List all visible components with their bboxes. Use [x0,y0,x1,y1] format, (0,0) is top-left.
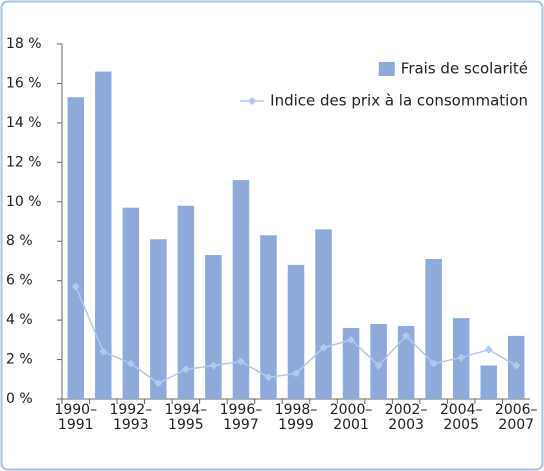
x-tick-label: 2002– 2003 [384,402,428,433]
marker [402,331,411,340]
marker [181,365,190,374]
marker [347,335,356,344]
bar [177,205,195,399]
x-tick-label: 2000– 2001 [329,402,373,433]
y-tick-label: 4 % [6,312,33,328]
x-tick-label: 1996– 1997 [219,402,263,433]
marker [126,359,135,368]
x-tick-label: 1994– 1995 [164,402,208,433]
marker [264,373,273,382]
bar [232,180,250,399]
marker [429,359,438,368]
marker [236,357,245,366]
marker [319,343,328,352]
marker [71,282,80,291]
bar [425,258,442,399]
y-tick-label: 14 % [6,115,42,131]
legend-marker [248,97,257,105]
bar [260,235,277,399]
legend-swatch [378,62,395,76]
marker [457,353,466,362]
bar [150,239,167,399]
x-tick-label: 1990– 1991 [54,402,98,433]
marker [99,347,108,356]
x-tick-label: 1992– 1993 [109,402,153,433]
marker [512,361,521,370]
y-tick-label: 12 % [6,154,42,170]
bar [342,328,360,399]
y-tick-label: 8 % [6,233,33,249]
marker [484,345,493,354]
marker [154,379,163,388]
y-tick-label: 18 % [6,36,42,52]
y-tick-label: 2 % [6,352,33,368]
legend-label: Indice des prix à la consommation [270,92,528,110]
bar [205,255,222,399]
marker [374,361,383,370]
bar [287,264,305,399]
y-tick-label: 16 % [6,75,42,91]
y-tick-label: 10 % [6,194,42,210]
legend-label: Frais de scolarité [401,60,528,78]
x-tick-label: 2006– 2007 [494,402,538,433]
bar [122,207,140,399]
bar [480,365,497,399]
bar [397,326,415,399]
bar [95,71,112,399]
y-tick-label: 6 % [6,273,33,289]
x-tick-label: 1998– 1999 [274,402,318,433]
marker [292,369,300,378]
y-tick-label: 0 % [6,391,33,407]
x-tick-label: 2004– 2005 [439,402,483,433]
bar [315,229,332,399]
marker [209,361,218,370]
bar [67,97,85,399]
